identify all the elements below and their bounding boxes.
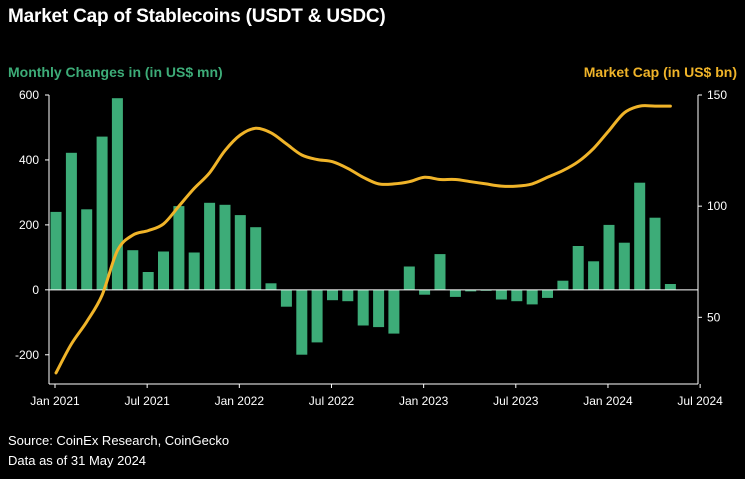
bar: [204, 202, 216, 290]
bar: [342, 289, 354, 302]
bar: [250, 227, 262, 290]
bar: [327, 289, 338, 301]
bar: [373, 289, 385, 328]
bar: [603, 224, 615, 290]
right-tick-label: 150: [707, 88, 727, 102]
tick-labels: -200 0 200 400 600 50 100 150 Jan 2021 Jul 2021 Ja…: [15, 88, 727, 408]
x-tick-label: Jan 2022: [215, 394, 265, 408]
left-tick-label: 400: [19, 153, 39, 167]
left-tick-label: -200: [15, 348, 39, 362]
bar: [403, 266, 415, 290]
bar: [419, 289, 431, 295]
bar: [557, 280, 569, 290]
bar: [142, 272, 154, 290]
bar: [65, 152, 77, 290]
bar: [495, 289, 507, 300]
bar: [511, 289, 523, 302]
x-tick-label: Jul 2024: [677, 394, 723, 408]
bar: [296, 289, 308, 355]
bar: [572, 246, 584, 290]
bar: [173, 206, 185, 290]
bar: [618, 242, 630, 290]
bar: [465, 289, 477, 292]
bar: [188, 252, 200, 290]
x-tick-label: Jan 2023: [399, 394, 449, 408]
x-tick-label: Jul 2022: [309, 394, 355, 408]
x-tick-label: Jan 2024: [583, 394, 633, 408]
x-tick-label: Jul 2021: [124, 394, 170, 408]
bar: [357, 289, 369, 326]
bar: [649, 217, 661, 290]
bar: [388, 289, 400, 334]
bar: [311, 289, 323, 343]
bar: [219, 204, 231, 290]
bar: [664, 284, 676, 290]
axes: [45, 94, 702, 388]
bar: [50, 211, 62, 290]
bar: [634, 182, 646, 290]
left-tick-label: 0: [32, 283, 39, 297]
bar: [158, 251, 169, 290]
bar: [81, 209, 93, 290]
source-note: Source: CoinEx Research, CoinGecko: [8, 433, 230, 448]
bar: [127, 250, 139, 290]
chart-title: Market Cap of Stablecoins (USDT & USDC): [8, 6, 386, 27]
bar: [96, 136, 108, 290]
bar: [265, 283, 277, 290]
right-tick-label: 100: [707, 199, 727, 213]
right-tick-label: 50: [707, 310, 721, 324]
data-date-note: Data as of 31 May 2024: [8, 453, 147, 468]
bar: [280, 289, 292, 307]
bar: [449, 289, 461, 297]
right-axis-title: Market Cap (in US$ bn): [583, 64, 737, 80]
left-tick-label: 600: [19, 88, 39, 102]
bar: [234, 215, 246, 290]
left-tick-label: 200: [19, 218, 39, 232]
bar: [111, 98, 123, 290]
x-tick-label: Jul 2023: [493, 394, 539, 408]
bar-series: [50, 98, 676, 355]
market-cap-line: [54, 104, 672, 375]
bar: [542, 289, 553, 298]
bar: [526, 289, 538, 305]
bar: [588, 261, 600, 290]
left-axis-title: Monthly Changes in (in US$ mn): [8, 64, 223, 80]
x-tick-label: Jan 2021: [30, 394, 80, 408]
bar: [434, 254, 446, 290]
